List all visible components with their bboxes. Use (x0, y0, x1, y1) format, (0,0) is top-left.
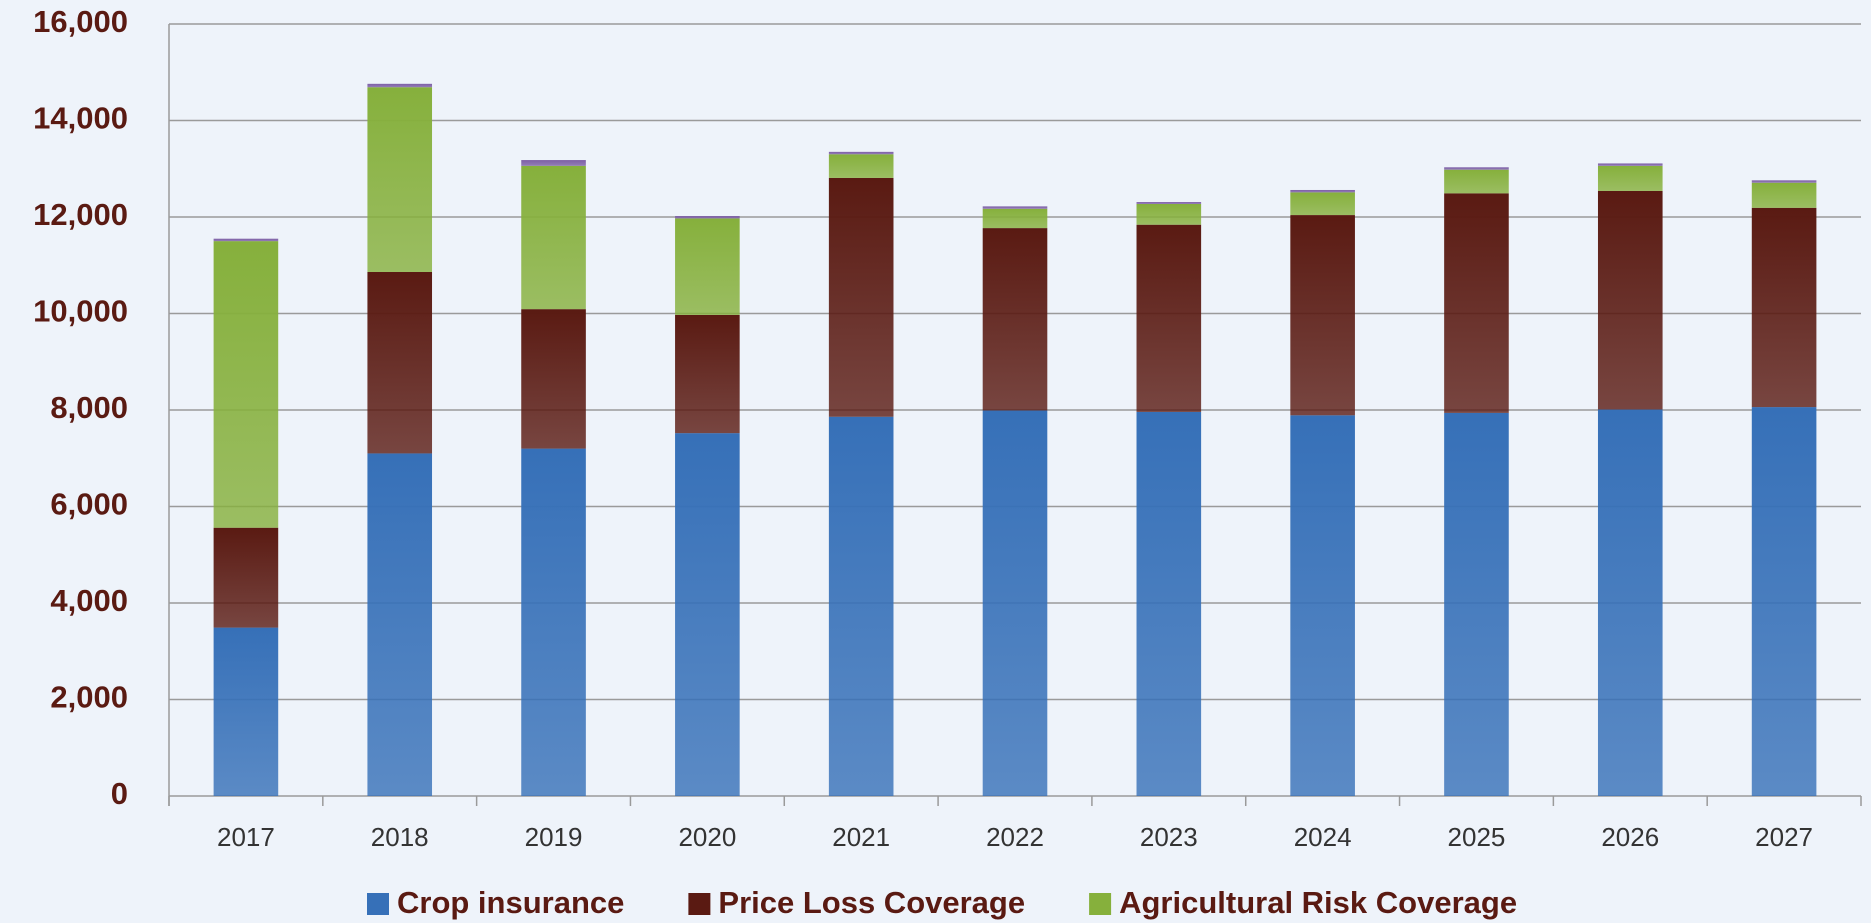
x-tick-label: 2020 (678, 822, 736, 852)
bar-segment (828, 416, 894, 796)
bar-segment (213, 527, 279, 628)
bar-segment (1290, 415, 1355, 796)
x-tick-label: 2022 (986, 822, 1044, 852)
bar-segment (828, 177, 894, 417)
y-tick-label: 6,000 (50, 487, 128, 522)
legend-label: Price Loss Coverage (718, 885, 1025, 920)
x-tick-label: 2027 (1755, 822, 1813, 852)
bar-segment (1444, 169, 1509, 194)
x-tick-label: 2025 (1448, 822, 1506, 852)
y-tick-label: 8,000 (50, 390, 128, 425)
bar-segment (675, 218, 740, 315)
y-tick-label: 12,000 (33, 197, 128, 232)
bar-segment (982, 410, 1048, 796)
bar-segment (675, 314, 740, 434)
bar-segment (1290, 189, 1355, 193)
x-tick-label: 2018 (371, 822, 429, 852)
bar-segment (1136, 224, 1202, 412)
bar-segment (982, 208, 1048, 229)
x-tick-label: 2017 (217, 822, 275, 852)
bar-segment (828, 154, 894, 178)
x-tick-label: 2026 (1601, 822, 1659, 852)
bar-segment (367, 272, 433, 454)
bar-segment (1444, 167, 1509, 170)
bar-segment (213, 627, 279, 796)
bar-segment (213, 238, 279, 242)
bar-segment (521, 160, 586, 166)
y-tick-label: 0 (111, 776, 128, 811)
bar-segment (675, 433, 740, 796)
y-tick-label: 4,000 (50, 583, 128, 618)
bar-segment (1751, 180, 1817, 183)
bar-segment (521, 448, 586, 796)
bar-segment (1136, 203, 1202, 225)
bar-segment (1751, 407, 1817, 796)
bar-segment (213, 241, 279, 528)
legend-swatch (1089, 893, 1112, 915)
x-tick-label: 2019 (525, 822, 583, 852)
y-tick-label: 16,000 (33, 4, 128, 39)
bar-segment (1136, 411, 1202, 796)
y-tick-label: 14,000 (33, 101, 128, 136)
x-tick-label: 2021 (832, 822, 890, 852)
bar-segment (367, 87, 433, 273)
bar-segment (982, 206, 1048, 209)
bar-segment (982, 228, 1048, 411)
bar-segment (1597, 163, 1663, 166)
bar-segment (521, 165, 586, 310)
legend-swatch (367, 893, 389, 915)
bar-segment (1290, 192, 1355, 216)
bar-segment (1290, 215, 1355, 416)
y-tick-label: 10,000 (33, 294, 128, 329)
bar-segment (1597, 190, 1663, 410)
bar-segment (367, 83, 433, 88)
bar-segment (1444, 412, 1509, 796)
bar-segment (1597, 409, 1663, 796)
bar-segment (1751, 207, 1817, 408)
bar-segment (1136, 202, 1202, 204)
bar-segment (367, 453, 433, 796)
legend-label: Agricultural Risk Coverage (1119, 885, 1517, 920)
x-tick-label: 2024 (1294, 822, 1352, 852)
legend-swatch (688, 893, 711, 915)
y-tick-label: 2,000 (50, 680, 128, 715)
bar-segment (1444, 193, 1509, 413)
bar-segment (1597, 165, 1663, 191)
bar-segment (828, 151, 894, 155)
x-tick-label: 2023 (1140, 822, 1198, 852)
bar-segment (675, 216, 740, 219)
bar-segment (1751, 182, 1817, 208)
legend-label: Crop insurance (397, 885, 624, 920)
bar-segment (521, 309, 586, 449)
